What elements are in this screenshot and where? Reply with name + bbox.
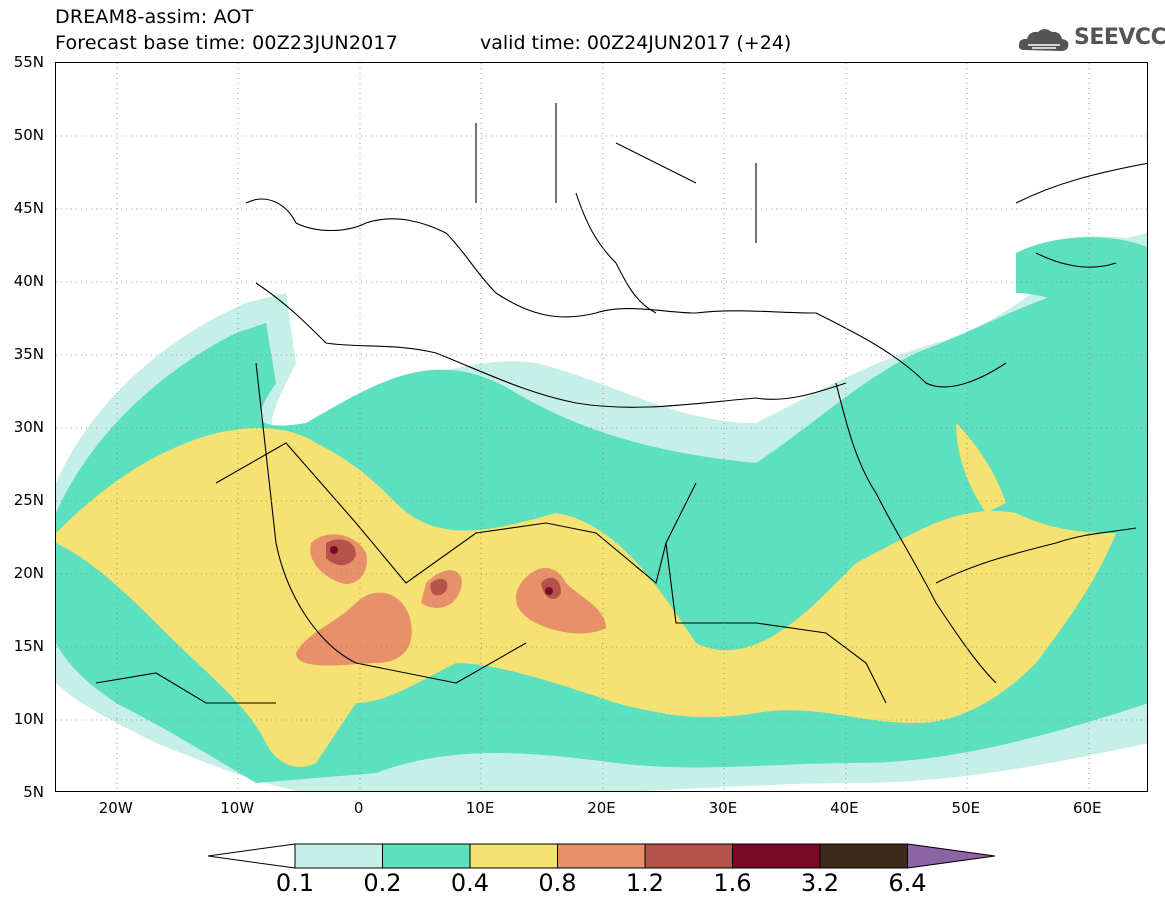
lat-label: 5N xyxy=(23,783,44,801)
colorbar-swatch xyxy=(294,843,383,869)
colorbar-swatch xyxy=(469,843,558,869)
lat-label: 15N xyxy=(13,637,44,655)
colorbar xyxy=(207,843,996,869)
colorbar-high-arrow xyxy=(907,843,996,869)
lat-label: 20N xyxy=(13,564,44,582)
colorbar-level-label: 6.4 xyxy=(888,869,927,897)
valid-time: valid time: 00Z24JUN2017 (+24) xyxy=(480,32,792,54)
colorbar-level-label: 3.2 xyxy=(800,869,840,897)
lon-grid xyxy=(116,63,1090,791)
colorbar-level-label: 0.4 xyxy=(450,869,490,897)
lat-label: 35N xyxy=(13,345,44,363)
colorbar-low-arrow xyxy=(207,843,296,869)
colorbar-swatch xyxy=(732,843,821,869)
lon-label: 30E xyxy=(708,799,738,817)
lat-label: 55N xyxy=(13,53,44,71)
colorbar-level-label: 0.1 xyxy=(275,869,315,897)
aot-layer-0.4 xyxy=(56,423,1116,767)
lon-label: 60E xyxy=(1072,799,1102,817)
map-area xyxy=(55,62,1148,792)
coastlines xyxy=(95,103,1147,704)
colorbar-level-label: 1.2 xyxy=(625,869,665,897)
lat-label: 40N xyxy=(13,272,44,290)
title-line-2: Forecast base time: 00Z23JUN2017 xyxy=(55,32,398,54)
lat-label: 50N xyxy=(13,126,44,144)
colorbar-level-label: 1.6 xyxy=(713,869,752,897)
lon-label: 20W xyxy=(98,799,133,817)
lon-label: 0 xyxy=(353,799,364,817)
lat-label: 45N xyxy=(13,199,44,217)
aot-layer-1.6 xyxy=(330,546,553,595)
lon-label: 20E xyxy=(587,799,616,817)
colorbar-level-label: 0.2 xyxy=(363,869,402,897)
lon-label: 10E xyxy=(465,799,495,817)
lon-label: 10W xyxy=(220,799,255,817)
lat-label: 10N xyxy=(13,710,44,728)
colorbar-swatch xyxy=(644,843,733,869)
colorbar-swatch xyxy=(382,843,471,869)
title-line-1: DREAM8-assim: AOT xyxy=(55,6,254,28)
colorbar-swatch xyxy=(557,843,646,869)
cloud-logo-icon xyxy=(1018,29,1069,51)
aot-map xyxy=(56,63,1147,791)
colorbar-swatch xyxy=(819,843,908,869)
lon-label: 50E xyxy=(951,799,981,817)
lat-label: 30N xyxy=(13,418,44,436)
lon-label: 40E xyxy=(830,799,859,817)
colorbar-level-label: 0.8 xyxy=(538,869,577,897)
lat-label: 25N xyxy=(13,491,44,509)
logo-text: SEEVCCC xyxy=(1074,25,1165,50)
